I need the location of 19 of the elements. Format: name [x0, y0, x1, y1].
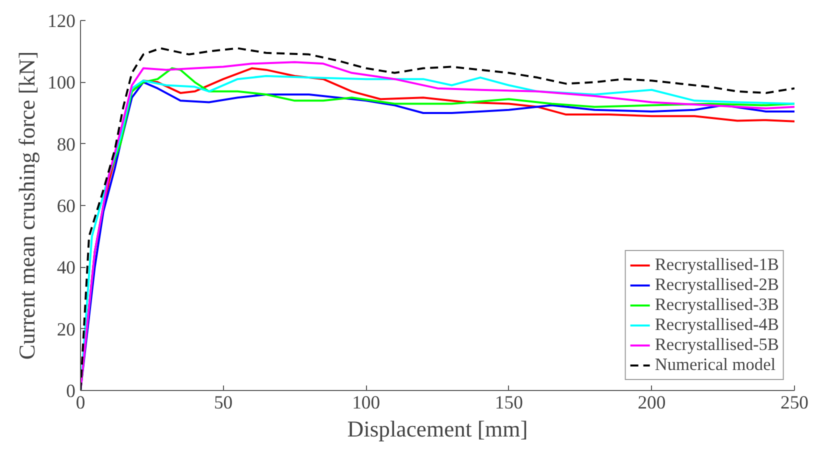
y-tick-label: 100	[48, 72, 76, 94]
x-axis-title: Displacement [mm]	[347, 416, 528, 442]
legend-label: Recrystallised-5B	[654, 335, 779, 355]
x-tick-label: 150	[494, 392, 523, 414]
x-tick-label: 250	[780, 392, 808, 414]
y-tick-label: 120	[48, 11, 76, 32]
y-tick-label: 20	[56, 319, 76, 340]
legend-label: Numerical model	[654, 355, 776, 375]
x-tick-label: 200	[638, 392, 666, 414]
y-tick-label: 80	[56, 134, 76, 156]
legend-label: Recrystallised-3B	[654, 295, 779, 315]
legend-label: Recrystallised-2B	[654, 275, 779, 295]
x-tick-label: 50	[214, 392, 233, 414]
y-tick-label: 40	[56, 258, 76, 279]
legend-label: Recrystallised-1B	[654, 255, 779, 275]
y-tick-label: 60	[56, 196, 76, 217]
legend-label: Recrystallised-4B	[654, 315, 779, 335]
x-tick-label: 100	[352, 392, 380, 414]
y-axis-title: Current mean crushing force [kN]	[14, 51, 40, 360]
